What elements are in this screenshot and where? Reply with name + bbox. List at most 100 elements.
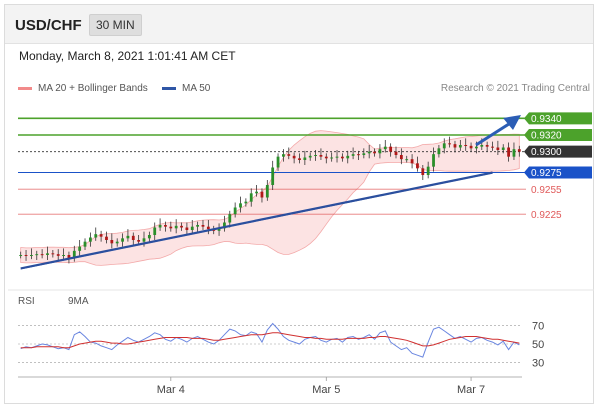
legend-ma9-label: 9MA: [68, 296, 89, 307]
candle-body: [174, 225, 178, 229]
candle-body: [292, 155, 296, 159]
candle-body: [362, 153, 366, 155]
x-tick-label: Mar 5: [312, 384, 340, 396]
candle-body: [485, 145, 489, 147]
candle-body: [105, 236, 108, 240]
candle-body: [35, 254, 39, 256]
candle-body: [308, 155, 312, 158]
candle-body: [153, 227, 157, 235]
candle-body: [62, 255, 65, 256]
candle-body: [265, 185, 269, 198]
candle-body: [51, 253, 55, 255]
level-tag-current: [524, 145, 592, 158]
forecast-arrow-shaft: [475, 120, 513, 147]
candle-body: [78, 246, 82, 251]
research-credit: Research © 2021 Trading Central: [440, 83, 590, 94]
candle-body: [314, 155, 317, 156]
legend-ma9: 9MA: [68, 296, 89, 307]
candle-body: [260, 191, 264, 198]
candle-body: [496, 147, 500, 150]
candle-body: [405, 159, 409, 161]
candle-body: [416, 163, 419, 169]
candle-body: [378, 149, 382, 154]
rsi-line: [20, 322, 520, 358]
candle-body: [99, 234, 103, 237]
candle-body: [394, 151, 398, 155]
candle-body: [239, 203, 242, 208]
candle-body: [517, 149, 521, 152]
x-tick-label: Mar 4: [157, 384, 185, 396]
symbol-title: USD/CHF: [15, 17, 82, 34]
legend-ma50-label: MA 50: [182, 83, 211, 94]
candle-body: [319, 155, 323, 157]
rsi-tick-label: 50: [532, 339, 544, 351]
candle-body: [249, 193, 253, 202]
candle-body: [282, 154, 285, 157]
candle-body: [196, 225, 200, 227]
candle-body: [223, 222, 226, 229]
candle-body: [480, 145, 484, 147]
timeframe-button[interactable]: 30 MIN: [89, 14, 142, 36]
candle-body: [399, 155, 403, 160]
ma20-swatch: [18, 87, 32, 90]
rsi-tick-label: 70: [532, 320, 544, 332]
candle-body: [201, 225, 205, 227]
candle-body: [351, 154, 355, 156]
candle-body: [206, 226, 210, 230]
level-label: 0.9275: [531, 168, 562, 179]
candle-body: [115, 241, 119, 244]
ma50-swatch: [162, 87, 176, 90]
support-trendline: [20, 171, 493, 270]
candle-body: [324, 156, 328, 159]
candle-body: [131, 235, 135, 240]
candle-body: [453, 144, 457, 148]
candle-body: [410, 159, 414, 164]
candle-body: [56, 254, 60, 256]
candle-body: [335, 156, 339, 158]
candle-body: [169, 226, 173, 229]
legend-ma50: MA 50: [162, 83, 210, 94]
candle-body: [357, 154, 360, 156]
candle-body: [83, 241, 87, 247]
candle-body: [367, 151, 371, 154]
forecast-arrow-head: [503, 115, 521, 130]
candle-body: [94, 234, 98, 238]
candle-body: [303, 157, 307, 160]
candle-body: [121, 238, 124, 242]
candle-body: [501, 147, 505, 150]
candle-body: [180, 225, 183, 228]
candle-body: [426, 166, 430, 175]
candle-body: [271, 167, 275, 185]
candle-body: [448, 143, 452, 145]
candle-body: [491, 146, 494, 148]
chart-panel: USD/CHF 30 MIN Monday, March 8, 2021 1:0…: [4, 4, 594, 404]
candle-body: [46, 253, 49, 255]
candle-body: [228, 214, 232, 223]
legend-rsi: RSI: [18, 296, 35, 307]
candle-body: [512, 149, 516, 157]
level-label: 0.9225: [531, 210, 562, 221]
candle-body: [507, 147, 510, 157]
candle-body: [147, 235, 151, 239]
candle-body: [158, 225, 162, 228]
candle-body: [137, 240, 141, 242]
candle-body: [72, 250, 76, 259]
level-tag-resistance: [524, 129, 592, 141]
candle-body: [67, 255, 71, 259]
candle-body: [233, 207, 237, 215]
candle-body: [340, 156, 344, 159]
candle-body: [389, 146, 393, 152]
candle-body: [244, 201, 248, 204]
legend-rsi-label: RSI: [18, 296, 35, 307]
candle-body: [126, 235, 130, 239]
level-label: 0.9340: [531, 114, 562, 125]
candle-body: [421, 168, 425, 175]
legend-ma20-label: MA 20 + Bollinger Bands: [38, 83, 148, 94]
legend-ma20: MA 20 + Bollinger Bands: [18, 83, 148, 94]
candle-body: [19, 255, 23, 256]
chart-header: USD/CHF 30 MIN: [5, 5, 593, 44]
candle-body: [287, 154, 291, 156]
candle-body: [185, 227, 189, 230]
timestamp: Monday, March 8, 2021 1:01:41 AM CET: [19, 49, 236, 63]
